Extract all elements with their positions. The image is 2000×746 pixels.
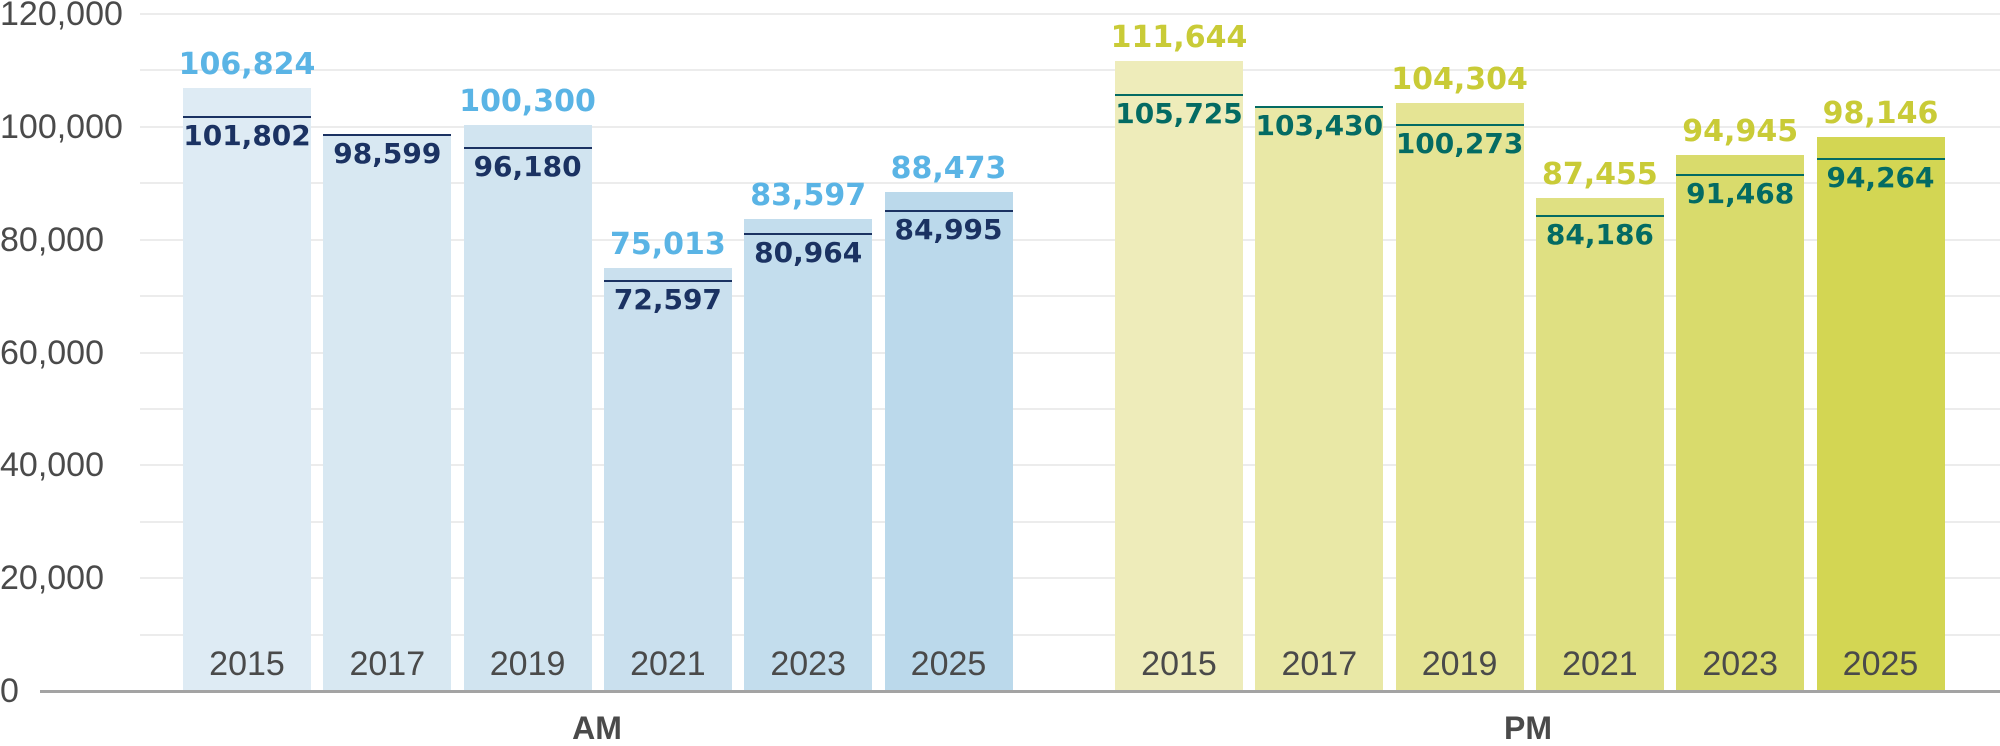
y-tick-label: 80,000	[0, 220, 104, 259]
bar-value-label: 88,473	[890, 150, 1007, 186]
bar-am-2021: 72,597 2021	[603, 267, 732, 691]
bar-am-2025: 84,995 2025	[884, 191, 1013, 691]
y-tick-label: 60,000	[0, 333, 104, 372]
line-marker	[1535, 215, 1664, 218]
bar-value-label: 75,013	[610, 226, 726, 262]
line-marker	[884, 210, 1013, 213]
gridline	[140, 13, 2000, 15]
bar-am-2019: 96,180 2019	[463, 125, 592, 691]
year-label: 2021	[630, 644, 706, 683]
gridline	[140, 295, 2000, 298]
line-value-label: 100,273	[1395, 127, 1524, 161]
x-axis-baseline	[40, 690, 2000, 693]
year-label: 2023	[770, 644, 846, 683]
bar-pm-2025: 94,264 2025	[1816, 137, 1945, 691]
bar-value-label: 87,455	[1542, 156, 1658, 192]
gridline	[140, 125, 2000, 128]
year-label: 2019	[1421, 644, 1498, 683]
year-label: 2025	[910, 644, 987, 683]
line-marker	[183, 115, 311, 118]
line-marker	[1676, 173, 1805, 176]
y-tick-label: 120,000	[0, 0, 123, 33]
line-value-label: 84,186	[1545, 218, 1654, 252]
line-value-label: 101,802	[183, 118, 311, 152]
line-marker	[1255, 106, 1384, 109]
bar-value-label: 106,824	[178, 47, 316, 83]
line-value-label: 80,964	[754, 236, 863, 270]
bar-pm-2021: 84,186 2021	[1535, 197, 1664, 691]
line-marker	[1816, 158, 1945, 161]
line-value-label: 94,264	[1826, 161, 1935, 195]
line-marker	[1115, 93, 1243, 96]
line-marker	[1395, 124, 1524, 127]
bar-pm-2023: 91,468 2023	[1676, 155, 1805, 691]
group-label-am: AM	[572, 710, 622, 746]
line-value-label: 91,468	[1686, 176, 1795, 210]
bar-pm-2017: 103,430 2017	[1255, 106, 1384, 691]
gridline	[140, 520, 2000, 523]
line-value-label: 98,599	[333, 136, 442, 170]
year-label: 2015	[1141, 644, 1217, 683]
year-label: 2015	[209, 644, 285, 683]
y-tick-label: 40,000	[0, 446, 104, 485]
gridline	[140, 69, 2000, 72]
line-marker	[603, 280, 732, 283]
gridline	[140, 407, 2000, 410]
bar-value-label: 104,304	[1391, 61, 1528, 97]
year-label: 2023	[1702, 644, 1778, 683]
bar-am-2015: 101,802 2015	[183, 88, 311, 691]
year-label: 2017	[1281, 644, 1358, 683]
bar-pm-2015: 105,725 2015	[1115, 61, 1243, 691]
line-value-label: 72,597	[613, 283, 722, 317]
gridline	[140, 633, 2000, 636]
gridline	[140, 351, 2000, 354]
line-value-label: 96,180	[473, 150, 582, 184]
bar-pm-2019: 100,273 2019	[1395, 102, 1524, 691]
line-value-label: 105,725	[1115, 96, 1243, 130]
gridline	[140, 464, 2000, 467]
line-marker	[323, 133, 452, 136]
line-value-label: 84,995	[894, 213, 1003, 247]
line-marker	[463, 147, 592, 150]
gridline	[140, 238, 2000, 241]
gridline	[140, 577, 2000, 580]
bar-am-2017: 98,599 2017	[323, 133, 452, 691]
gridline	[140, 182, 2000, 185]
bar-value-label: 100,300	[459, 84, 596, 120]
group-label-pm: PM	[1504, 710, 1552, 746]
year-label: 2021	[1562, 644, 1638, 683]
y-tick-label: 100,000	[0, 107, 123, 146]
bar-value-label: 111,644	[1110, 20, 1248, 56]
bar-am-2023: 80,964 2023	[744, 219, 873, 691]
y-tick-label: 0	[0, 672, 19, 710]
year-label: 2019	[489, 644, 566, 683]
y-tick-label: 20,000	[0, 559, 104, 598]
bar-value-label: 94,945	[1682, 114, 1799, 150]
year-label: 2025	[1842, 644, 1919, 683]
year-label: 2017	[349, 644, 426, 683]
line-marker	[744, 233, 873, 236]
bar-value-label: 83,597	[750, 178, 867, 214]
line-value-label: 103,430	[1255, 109, 1384, 143]
bar-value-label: 98,146	[1822, 96, 1939, 132]
